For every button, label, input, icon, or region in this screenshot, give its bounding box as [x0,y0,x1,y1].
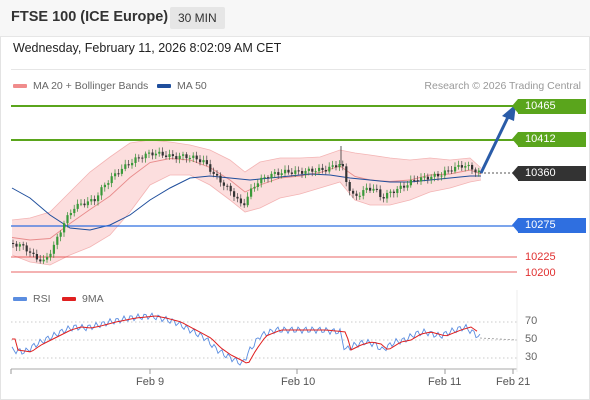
rsi-level-70: 70 [525,315,538,327]
forecast-arrow [479,104,516,174]
legend-bollinger: MA 20 + Bollinger Bands [13,80,148,92]
legend-ma50-label: MA 50 [177,80,207,92]
x-label-feb11: Feb 11 [428,376,462,388]
x-label-feb9: Feb 9 [136,376,165,388]
rsi-level-50: 50 [525,333,538,345]
level-label-10465: 10465 [512,99,586,114]
research-credit: Research © 2026 Trading Central [424,80,581,92]
bollinger-band-area [11,139,482,266]
level-lines [11,105,517,273]
legend-9ma-label: 9MA [82,293,104,305]
ma50-swatch [157,84,171,88]
header-divider [11,69,586,70]
legend-bollinger-label: MA 20 + Bollinger Bands [33,80,149,92]
rsi-level-30: 30 [525,351,538,363]
level-label-10225: 10225 [525,251,556,263]
candlesticks [12,146,480,264]
rsi-panel [11,312,518,366]
x-label-feb21: Feb 21 [496,376,531,388]
legend-rsi: RSI [13,293,51,305]
chart-datetime: Wednesday, February 11, 2026 8:02:09 AM … [13,41,282,55]
timeframe-badge[interactable]: 30 MIN [170,7,225,29]
bollinger-swatch [13,84,27,88]
legend-rsi-label: RSI [33,293,51,305]
x-axis [10,290,518,374]
x-label-feb10: Feb 10 [281,376,316,388]
chart-header: FTSE 100 (ICE Europe) 30 MIN [0,0,590,37]
legend-9ma: 9MA [62,293,104,305]
level-label-10200: 10200 [525,267,556,279]
instrument-title: FTSE 100 (ICE Europe) [11,9,169,25]
level-label-10360: 10360 [512,166,586,181]
level-label-10275: 10275 [512,218,586,233]
9ma-swatch [62,297,76,301]
level-label-10412: 10412 [512,132,586,147]
rsi-swatch [13,297,27,301]
legend-ma50: MA 50 [157,80,207,92]
